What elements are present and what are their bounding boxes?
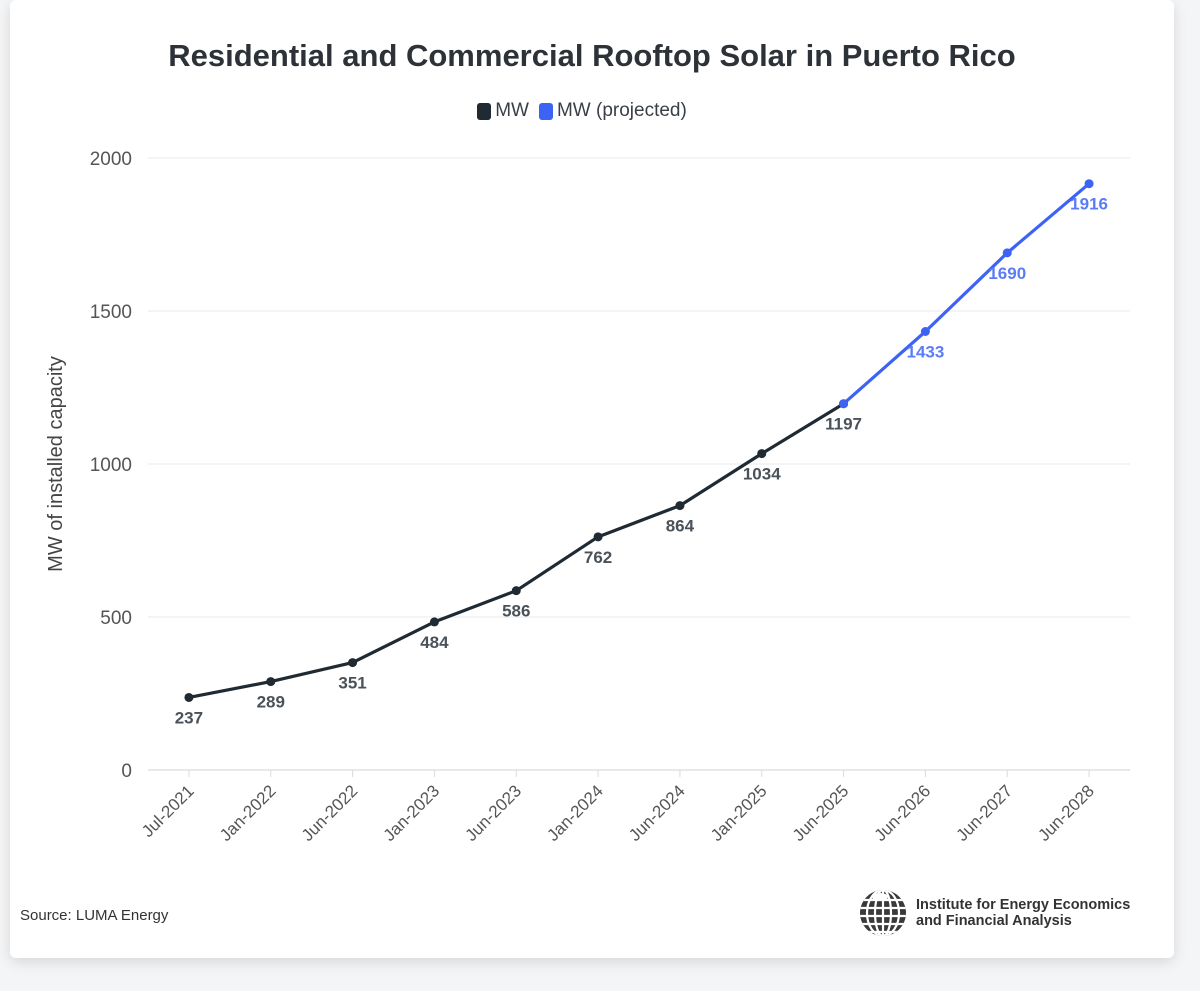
legend-item-projected[interactable]: MW (projected) bbox=[538, 100, 687, 122]
x-tick-label: Jul-2021 bbox=[138, 781, 198, 841]
x-tick-label: Jun-2022 bbox=[298, 781, 362, 845]
chart-title: Residential and Commercial Rooftop Solar… bbox=[168, 38, 1016, 73]
legend-swatch-projected bbox=[538, 102, 553, 120]
y-tick-label: 500 bbox=[100, 608, 132, 629]
data-point bbox=[511, 586, 521, 596]
data-point bbox=[757, 449, 767, 459]
globe-icon bbox=[860, 890, 906, 936]
data-point bbox=[1084, 179, 1094, 189]
data-label: 351 bbox=[338, 674, 366, 693]
data-label: 1433 bbox=[907, 343, 945, 362]
y-axis-label: MW of installed capacity bbox=[45, 356, 67, 572]
logo-line-1: Institute for Energy Economics bbox=[916, 897, 1131, 913]
legend-label-projected: MW (projected) bbox=[556, 100, 687, 121]
x-tick-label: Jan-2023 bbox=[380, 781, 444, 845]
x-tick-label: Jun-2027 bbox=[953, 781, 1017, 845]
legend-label-mw: MW bbox=[495, 100, 529, 121]
data-label: 1034 bbox=[743, 465, 781, 484]
y-tick-label: 1500 bbox=[90, 302, 132, 323]
data-point bbox=[266, 677, 276, 687]
data-label: 484 bbox=[420, 633, 449, 652]
data-label: 289 bbox=[257, 693, 285, 712]
legend-item-mw[interactable]: MW bbox=[477, 100, 529, 122]
y-tick-label: 0 bbox=[121, 761, 132, 782]
data-label: 1690 bbox=[988, 264, 1026, 283]
x-tick-label: Jun-2024 bbox=[625, 781, 689, 845]
data-label: 762 bbox=[584, 548, 612, 567]
x-tick-label: Jan-2022 bbox=[216, 781, 280, 845]
data-point bbox=[675, 501, 685, 511]
data-label: 237 bbox=[175, 708, 203, 727]
chart-card bbox=[10, 0, 1174, 958]
source-note: Source: LUMA Energy bbox=[20, 907, 169, 924]
data-point bbox=[184, 692, 194, 702]
ieefa-logo: Institute for Energy Economics and Finan… bbox=[858, 888, 1130, 938]
x-tick-label: Jan-2025 bbox=[707, 781, 771, 845]
data-point bbox=[1002, 248, 1012, 258]
x-tick-label: Jun-2026 bbox=[871, 781, 935, 845]
x-tick-label: Jan-2024 bbox=[543, 781, 607, 845]
data-point bbox=[593, 532, 603, 542]
data-label: 586 bbox=[502, 602, 530, 621]
x-tick-label: Jun-2025 bbox=[789, 781, 853, 845]
data-point bbox=[348, 658, 358, 668]
data-label: 1916 bbox=[1070, 195, 1108, 214]
logo-line-2: and Financial Analysis bbox=[916, 913, 1072, 929]
y-tick-label: 2000 bbox=[90, 149, 132, 170]
series-line-mw bbox=[188, 402, 845, 700]
y-tick-label: 1000 bbox=[90, 455, 132, 476]
x-tick-label: Jun-2023 bbox=[462, 781, 526, 845]
data-point bbox=[839, 399, 849, 409]
x-tick-label: Jun-2028 bbox=[1034, 781, 1098, 845]
legend-swatch-mw bbox=[477, 102, 492, 120]
data-point bbox=[920, 327, 930, 337]
data-label: 864 bbox=[666, 517, 695, 536]
data-point bbox=[429, 617, 439, 627]
series-line-projected bbox=[842, 182, 1091, 405]
data-label: 1197 bbox=[825, 415, 862, 434]
legend: MW MW (projected) bbox=[0, 100, 1164, 122]
